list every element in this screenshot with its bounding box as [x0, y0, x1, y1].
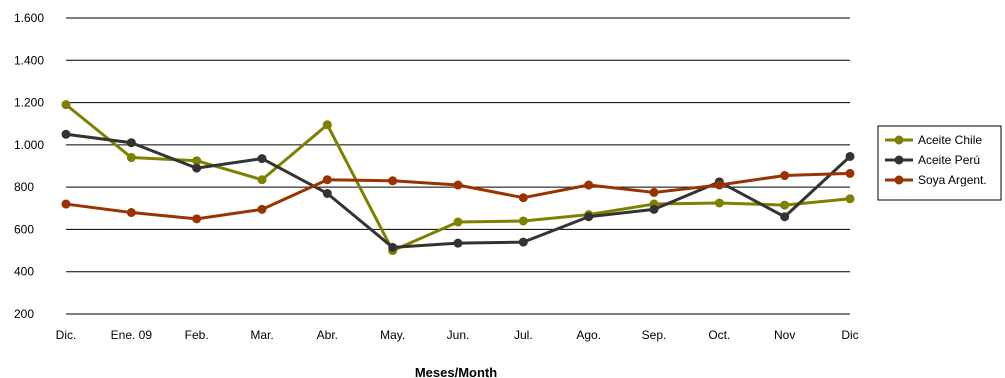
data-point: [388, 242, 398, 252]
x-tick-label: Mar.: [250, 328, 273, 342]
data-point: [192, 156, 202, 166]
y-tick-label: 1.000: [14, 138, 44, 152]
legend-marker: [894, 155, 904, 165]
data-point: [322, 175, 332, 185]
series-line: [65, 103, 851, 253]
x-tick-label: Feb.: [185, 328, 209, 342]
x-axis-tick-labels: Dic. Ene. 09 Feb. Mar. Abr. May. Jun. Jul. Ago. S…: [56, 328, 859, 342]
series-line: [65, 132, 852, 249]
data-point: [649, 187, 659, 197]
x-tick-label: Jun.: [447, 328, 470, 342]
x-tick-label: May.: [380, 328, 405, 342]
legend-item: Aceite Chile: [885, 133, 982, 147]
data-point: [257, 175, 267, 185]
x-tick-label: Dic.: [56, 328, 77, 342]
series-1: [61, 129, 855, 252]
data-point: [780, 212, 790, 222]
legend-label: Aceite Chile: [918, 133, 982, 147]
x-tick-label: Nov: [774, 328, 795, 342]
legend-item: Soya Argent.: [885, 173, 987, 187]
x-tick-label: Ene. 09: [111, 328, 153, 342]
y-tick-label: 200: [14, 307, 34, 321]
y-tick-label: 1.600: [14, 11, 44, 25]
data-point: [780, 200, 790, 210]
data-point: [453, 180, 463, 190]
x-tick-label: Dic: [841, 328, 858, 342]
y-tick-label: 800: [14, 180, 34, 194]
x-tick-label: Jul.: [514, 328, 533, 342]
data-point: [126, 138, 136, 148]
data-point: [780, 171, 790, 181]
data-point: [322, 120, 332, 130]
legend: Aceite Chile Aceite Perú Soya Argent.: [877, 125, 1002, 201]
y-tick-label: 1.200: [14, 96, 44, 110]
series-lines: [61, 100, 855, 256]
legend-item: Aceite Perú: [885, 153, 980, 167]
data-point: [61, 129, 71, 139]
data-point: [61, 100, 71, 110]
data-point: [126, 153, 136, 163]
legend-marker: [894, 175, 904, 185]
data-point: [584, 212, 594, 222]
series-2: [61, 168, 855, 224]
data-point: [649, 204, 659, 214]
data-point: [322, 188, 332, 198]
data-point: [518, 193, 528, 203]
x-tick-label: Abr.: [317, 328, 338, 342]
data-point: [584, 180, 594, 190]
y-tick-label: 1.400: [14, 53, 44, 67]
legend-label: Aceite Perú: [918, 153, 980, 167]
data-point: [518, 237, 528, 247]
data-point: [453, 217, 463, 227]
data-point: [845, 194, 855, 204]
y-tick-label: 600: [14, 222, 34, 236]
data-point: [388, 176, 398, 186]
data-point: [126, 208, 136, 218]
data-point: [257, 154, 267, 164]
series-line: [65, 171, 851, 221]
data-point: [257, 204, 267, 214]
x-tick-label: Oct.: [708, 328, 730, 342]
gridlines: [66, 17, 850, 315]
data-point: [518, 216, 528, 226]
data-point: [61, 199, 71, 209]
data-point: [845, 168, 855, 178]
x-tick-label: Ago.: [576, 328, 601, 342]
legend-label: Soya Argent.: [918, 173, 987, 187]
data-point: [192, 163, 202, 173]
data-point: [845, 151, 855, 161]
data-point: [453, 238, 463, 248]
y-axis-tick-labels: 200 400 600 800 1.000 1.200 1.400 1.600: [14, 11, 44, 321]
data-point: [714, 198, 724, 208]
x-tick-label: Sep.: [642, 328, 667, 342]
x-axis-label: Meses/Month: [415, 365, 497, 378]
data-point: [714, 180, 724, 190]
legend-marker: [894, 135, 904, 145]
data-point: [192, 214, 202, 224]
series-0: [61, 100, 855, 256]
y-tick-label: 400: [14, 265, 34, 279]
